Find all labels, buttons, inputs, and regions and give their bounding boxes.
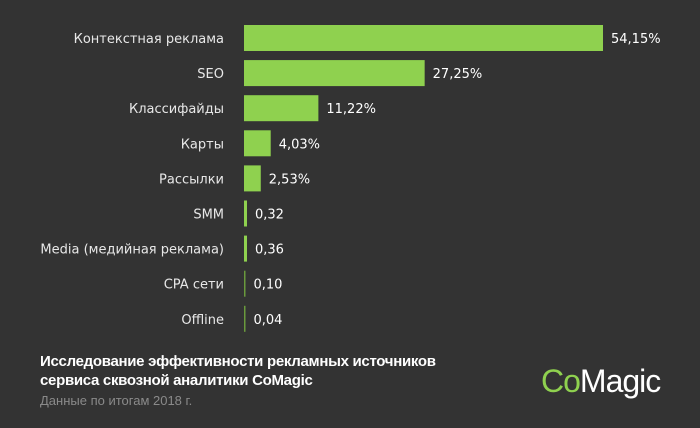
value-label: 0,32 [255, 208, 284, 223]
category-label: Рассылки [159, 172, 224, 187]
bar [244, 165, 261, 192]
category-label: Media (медийная реклама) [40, 243, 224, 258]
bar [244, 270, 246, 297]
category-label: Карты [181, 137, 224, 152]
bar [244, 235, 247, 262]
comagic-logo: CoMagic [541, 363, 661, 400]
bar [244, 60, 425, 87]
category-label: Offline [181, 313, 224, 328]
bar [244, 95, 319, 122]
value-label: 0,10 [254, 278, 283, 293]
category-label: SEO [197, 67, 224, 82]
value-label: 54,15% [611, 32, 661, 47]
value-label: 0,04 [254, 313, 283, 328]
logo-magic: Magic [579, 363, 661, 399]
value-label: 11,22% [326, 102, 376, 117]
bar-chart: Контекстная реклама 54,15% SEO 27,25% Класси… [40, 25, 661, 332]
category-label: SMM [193, 208, 224, 223]
title-line-2: сервиса сквозной аналитики CoMagic [40, 372, 313, 389]
bar [244, 130, 271, 157]
bar [244, 305, 246, 332]
value-label: 2,53% [269, 172, 310, 187]
chart-subtitle: Данные по итогам 2018 г. [40, 393, 193, 408]
category-label: Контекстная реклама [74, 32, 224, 47]
chart-title: Исследование эффективности рекламных ист… [40, 352, 436, 390]
title-line-1: Исследование эффективности рекламных ист… [40, 353, 436, 370]
logo-co: Co [541, 363, 581, 399]
value-label: 27,25% [433, 67, 483, 82]
bar [244, 25, 603, 51]
value-label: 4,03% [279, 137, 320, 152]
category-label: Классифайды [129, 102, 224, 117]
category-label: CPA сети [164, 278, 224, 293]
bar [244, 200, 247, 227]
value-label: 0,36 [255, 243, 284, 258]
